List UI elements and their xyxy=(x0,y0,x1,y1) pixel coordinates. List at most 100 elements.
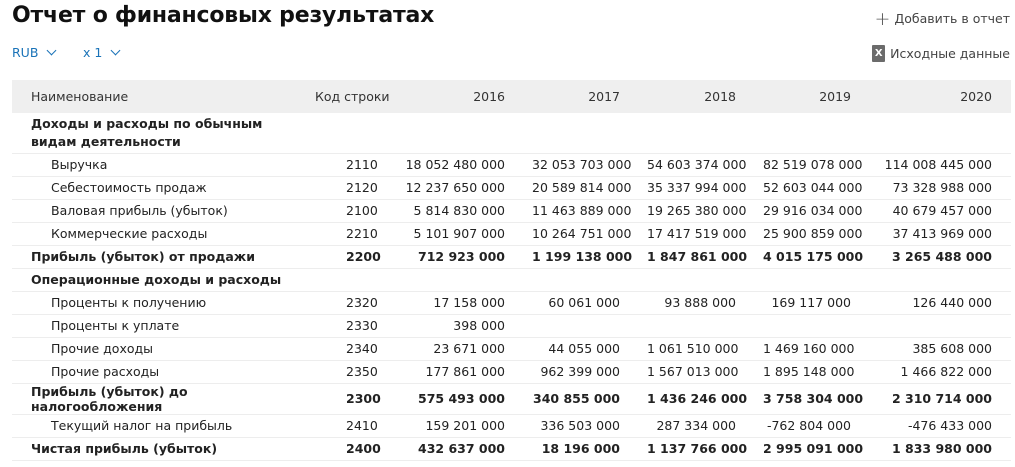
chevron-down-icon xyxy=(46,45,57,56)
row-value-cell: 126 440 000 xyxy=(870,291,1011,315)
row-value-cell: 73 328 988 000 xyxy=(870,176,1011,200)
row-value-cell: 52 603 044 000 xyxy=(755,176,870,200)
row-value-cell xyxy=(524,268,639,292)
row-name-cell: Коммерческие расходы xyxy=(12,222,312,246)
row-value-cell: 3 265 488 000 xyxy=(870,245,1011,269)
currency-value: RUB xyxy=(12,45,39,60)
row-value-cell: 1 833 980 000 xyxy=(870,437,1011,461)
row-value-cell: 93 888 000 xyxy=(639,291,755,315)
table-row[interactable]: Чистая прибыль (убыток) 2400 432 637 000 18… xyxy=(12,437,1011,461)
row-name-cell: Выручка xyxy=(12,153,312,177)
table-row[interactable]: Валовая прибыль (убыток) 2100 5 814 830 00… xyxy=(12,199,1011,223)
row-name-cell: Валовая прибыль (убыток) xyxy=(12,199,312,223)
row-value-cell: 398 000 xyxy=(394,314,524,338)
row-value-cell: 962 399 000 xyxy=(524,360,639,384)
row-code-cell: 2350 xyxy=(312,360,394,384)
row-value-cell xyxy=(639,268,755,292)
row-value-cell xyxy=(755,113,870,154)
financial-results-table: Наименование Код строки 2016 2017 2018 2… xyxy=(12,80,1011,461)
row-value-cell xyxy=(870,314,1011,338)
row-value-cell xyxy=(870,113,1011,154)
currency-selector[interactable]: RUB xyxy=(12,45,57,60)
row-value-cell: 40 679 457 000 xyxy=(870,199,1011,223)
table-row[interactable]: Операционные доходы и расходы xyxy=(12,268,1011,292)
row-code-cell: 2110 xyxy=(312,153,394,177)
row-name-cell: Прибыль (убыток) до налогообложения xyxy=(12,383,312,415)
page-title: Отчет о финансовых результатах xyxy=(12,3,435,28)
row-value-cell: 159 201 000 xyxy=(394,414,524,438)
row-value-cell: 10 264 751 000 xyxy=(524,222,639,246)
row-value-cell: 340 855 000 xyxy=(524,383,639,415)
row-value-cell: 1 847 861 000 xyxy=(639,245,755,269)
row-value-cell: 17 417 519 000 xyxy=(639,222,755,246)
column-header-year[interactable]: 2019 xyxy=(819,89,851,104)
row-value-cell: 35 337 994 000 xyxy=(639,176,755,200)
table-row[interactable]: Выручка 2110 18 052 480 000 32 053 703 000 5… xyxy=(12,153,1011,177)
table-row[interactable]: Коммерческие расходы 2210 5 101 907 000 10 … xyxy=(12,222,1011,246)
row-value-cell: 19 265 380 000 xyxy=(639,199,755,223)
plus-icon: + xyxy=(874,7,891,30)
row-value-cell: 432 637 000 xyxy=(394,437,524,461)
column-header-code[interactable]: Код строки xyxy=(315,89,390,104)
column-header-year[interactable]: 2018 xyxy=(704,89,736,104)
row-value-cell: 287 334 000 xyxy=(639,414,755,438)
row-value-cell: 37 413 969 000 xyxy=(870,222,1011,246)
row-name-cell: Доходы и расходы по обычным видам деятел… xyxy=(12,113,312,154)
column-header-name[interactable]: Наименование xyxy=(31,89,129,104)
row-code-cell: 2100 xyxy=(312,199,394,223)
table-row[interactable]: Проценты к уплате 2330 398 000 xyxy=(12,314,1011,338)
table-row[interactable]: Текущий налог на прибыль 2410 159 201 000 3… xyxy=(12,414,1011,438)
row-value-cell: 5 814 830 000 xyxy=(394,199,524,223)
row-value-cell: 82 519 078 000 xyxy=(755,153,870,177)
row-value-cell xyxy=(639,314,755,338)
row-value-cell: 20 589 814 000 xyxy=(524,176,639,200)
row-name-cell: Себестоимость продаж xyxy=(12,176,312,200)
row-value-cell: 60 061 000 xyxy=(524,291,639,315)
table-header-row: Наименование Код строки 2016 2017 2018 2… xyxy=(12,80,1011,113)
row-value-cell xyxy=(524,314,639,338)
table-row[interactable]: Прибыль (убыток) до налогообложения 2300 5… xyxy=(12,383,1011,415)
row-value-cell: 1 895 148 000 xyxy=(755,360,870,384)
row-value-cell: 575 493 000 xyxy=(394,383,524,415)
multiplier-value: х 1 xyxy=(83,45,103,60)
row-value-cell xyxy=(524,113,639,154)
row-name-cell: Операционные доходы и расходы xyxy=(12,268,312,292)
table-row[interactable]: Проценты к получению 2320 17 158 000 60 061… xyxy=(12,291,1011,315)
row-code-cell: 2400 xyxy=(312,437,394,461)
column-header-year[interactable]: 2020 xyxy=(960,89,992,104)
row-value-cell: 11 463 889 000 xyxy=(524,199,639,223)
row-value-cell: 2 310 714 000 xyxy=(870,383,1011,415)
multiplier-selector[interactable]: х 1 xyxy=(83,45,121,60)
row-value-cell: 44 055 000 xyxy=(524,337,639,361)
row-value-cell: 18 052 480 000 xyxy=(394,153,524,177)
row-name-cell: Прочие доходы xyxy=(12,337,312,361)
row-value-cell: 2 995 091 000 xyxy=(755,437,870,461)
row-value-cell: 177 861 000 xyxy=(394,360,524,384)
row-name-cell: Прочие расходы xyxy=(12,360,312,384)
table-row[interactable]: Прочие доходы 2340 23 671 000 44 055 000 1 0… xyxy=(12,337,1011,361)
row-value-cell: 5 101 907 000 xyxy=(394,222,524,246)
row-value-cell: 29 916 034 000 xyxy=(755,199,870,223)
row-code-cell xyxy=(312,268,394,292)
add-to-report-button[interactable]: + Добавить в отчет xyxy=(874,7,1010,30)
row-name-cell: Проценты к получению xyxy=(12,291,312,315)
table-row[interactable]: Прибыль (убыток) от продажи 2200 712 923 0… xyxy=(12,245,1011,269)
source-data-button[interactable]: X Исходные данные xyxy=(872,45,1010,62)
row-value-cell: 1 137 766 000 xyxy=(639,437,755,461)
row-name-cell: Чистая прибыль (убыток) xyxy=(12,437,312,461)
row-value-cell: 1 199 138 000 xyxy=(524,245,639,269)
table-row[interactable]: Прочие расходы 2350 177 861 000 962 399 000… xyxy=(12,360,1011,384)
row-code-cell: 2210 xyxy=(312,222,394,246)
row-name-cell: Текущий налог на прибыль xyxy=(12,414,312,438)
row-value-cell: 18 196 000 xyxy=(524,437,639,461)
table-row[interactable]: Доходы и расходы по обычным видам деятел… xyxy=(12,113,1011,154)
row-value-cell: 1 061 510 000 xyxy=(639,337,755,361)
column-header-year[interactable]: 2016 xyxy=(473,89,505,104)
row-value-cell: 17 158 000 xyxy=(394,291,524,315)
row-value-cell: 1 567 013 000 xyxy=(639,360,755,384)
row-value-cell xyxy=(755,314,870,338)
row-code-cell: 2120 xyxy=(312,176,394,200)
row-value-cell xyxy=(394,113,524,154)
column-header-year[interactable]: 2017 xyxy=(588,89,620,104)
table-row[interactable]: Себестоимость продаж 2120 12 237 650 000 20… xyxy=(12,176,1011,200)
